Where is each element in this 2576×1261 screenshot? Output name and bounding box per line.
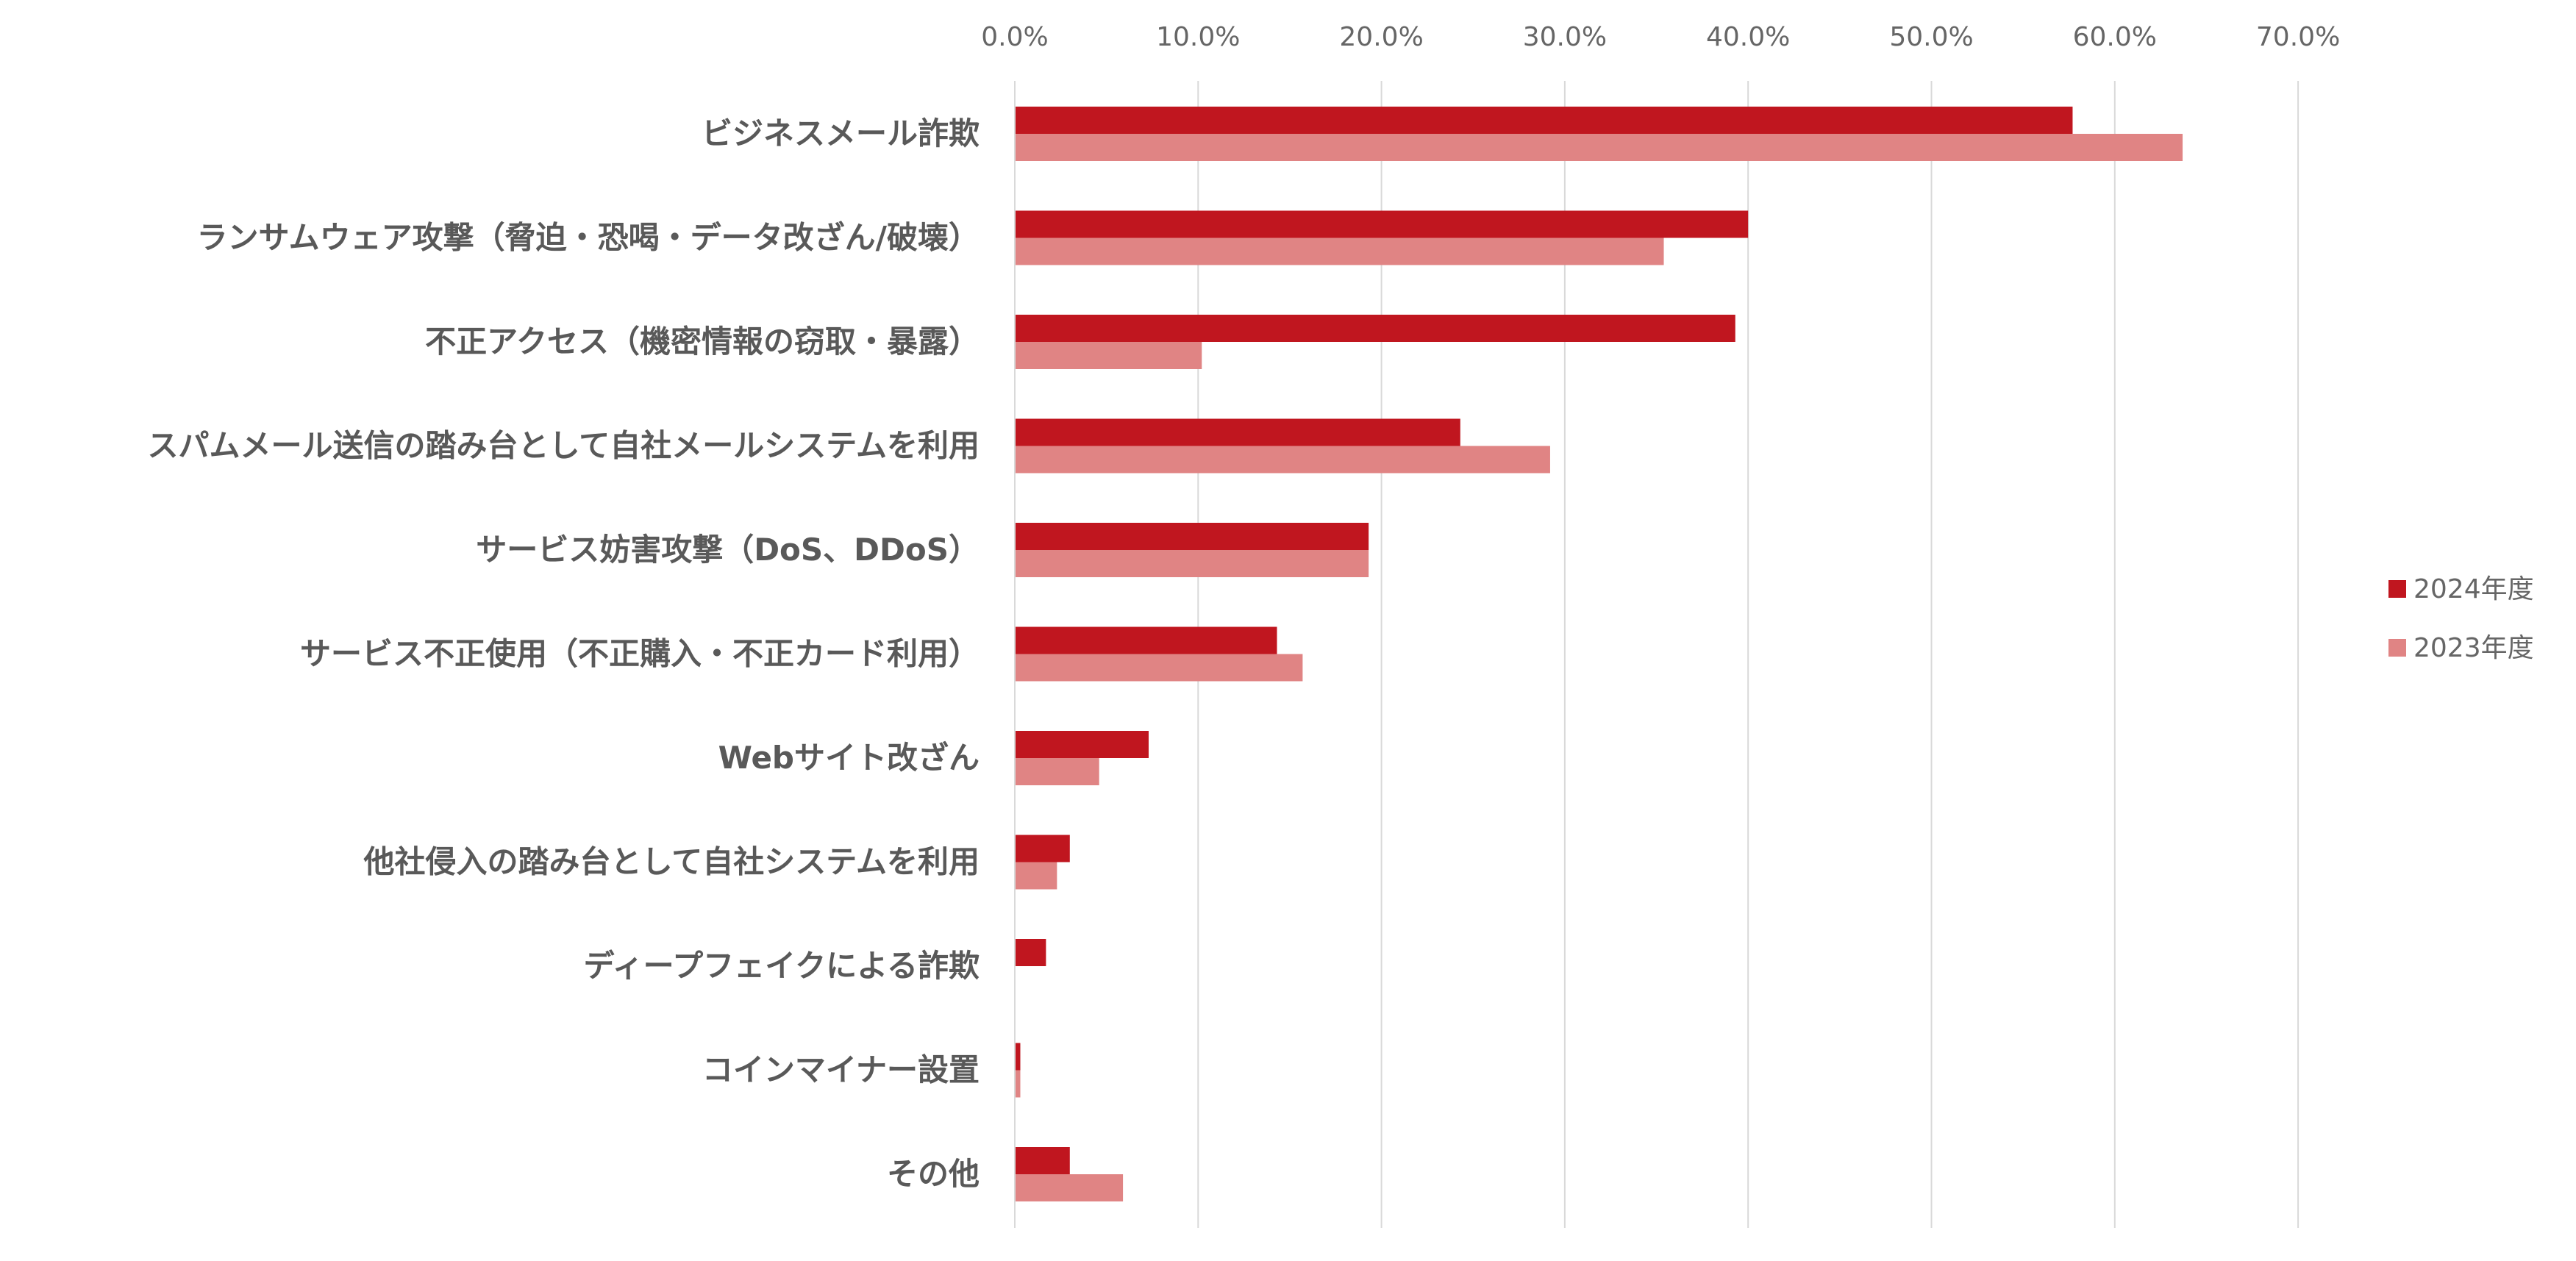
category-label: その他 xyxy=(887,1156,980,1192)
bar-series-1 xyxy=(1015,1043,1021,1071)
x-tick-label: 70.0% xyxy=(2256,22,2340,52)
bar-series-2 xyxy=(1015,1174,1124,1201)
legend-label: 2024年度 xyxy=(2413,574,2534,604)
x-tick-label: 40.0% xyxy=(1706,22,1790,52)
bar-series-2 xyxy=(1015,446,1550,474)
bar-series-2 xyxy=(1015,1070,1021,1098)
legend-swatch xyxy=(2388,639,2406,657)
x-tick-label: 0.0% xyxy=(981,22,1048,52)
category-label: 不正アクセス（機密情報の窃取・暴露） xyxy=(425,324,980,360)
bar-series-1 xyxy=(1015,731,1149,758)
x-tick-label: 30.0% xyxy=(1523,22,1607,52)
bar-series-2 xyxy=(1015,550,1369,577)
bar-series-1 xyxy=(1015,626,1277,654)
bar-series-1 xyxy=(1015,210,1749,238)
bar-series-2 xyxy=(1015,342,1202,369)
x-tick-label: 60.0% xyxy=(2073,22,2157,52)
bar-series-1 xyxy=(1015,418,1460,446)
category-label: 他社侵入の踏み台として自社システムを利用 xyxy=(363,844,980,880)
legend-label: 2023年度 xyxy=(2413,633,2534,663)
bar-series-2 xyxy=(1015,758,1099,785)
category-label: Webサイト改ざん xyxy=(718,740,980,776)
bar-series-1 xyxy=(1015,315,1735,342)
x-tick-label: 50.0% xyxy=(1889,22,1973,52)
category-label: スパムメール送信の踏み台として自社メールシステムを利用 xyxy=(148,428,980,464)
bar-series-1 xyxy=(1015,107,2073,134)
bar-series-2 xyxy=(1015,862,1057,890)
bar-series-2 xyxy=(1015,654,1303,682)
x-tick-label: 10.0% xyxy=(1156,22,1240,52)
category-label: コインマイナー設置 xyxy=(702,1052,980,1088)
x-tick-label: 20.0% xyxy=(1339,22,1423,52)
bar-series-1 xyxy=(1015,1147,1070,1174)
bar-series-1 xyxy=(1015,523,1369,550)
category-label: ディープフェイクによる詐欺 xyxy=(584,948,980,984)
bar-series-2 xyxy=(1015,237,1664,265)
bar-series-2 xyxy=(1015,134,2183,161)
category-label: サービス妨害攻撃（DoS、DDoS） xyxy=(476,532,980,568)
legend: 2024年度 2023年度 xyxy=(2388,574,2534,663)
bars xyxy=(1015,107,2183,1201)
category-label: ランサムウェア攻撃（脅迫・恐喝・データ改ざん/破壊） xyxy=(196,220,980,256)
legend-swatch xyxy=(2388,580,2406,598)
gridlines xyxy=(1197,81,2300,1228)
x-axis-ticks: 0.0% 10.0% 20.0% 30.0% 40.0% 50.0% 60.0% 70.0% xyxy=(981,22,2340,52)
category-label: サービス不正使用（不正購入・不正カード利用） xyxy=(300,636,980,672)
bar-series-1 xyxy=(1015,835,1070,862)
category-label: ビジネスメール詐欺 xyxy=(702,115,980,151)
bar-series-1 xyxy=(1015,939,1046,966)
